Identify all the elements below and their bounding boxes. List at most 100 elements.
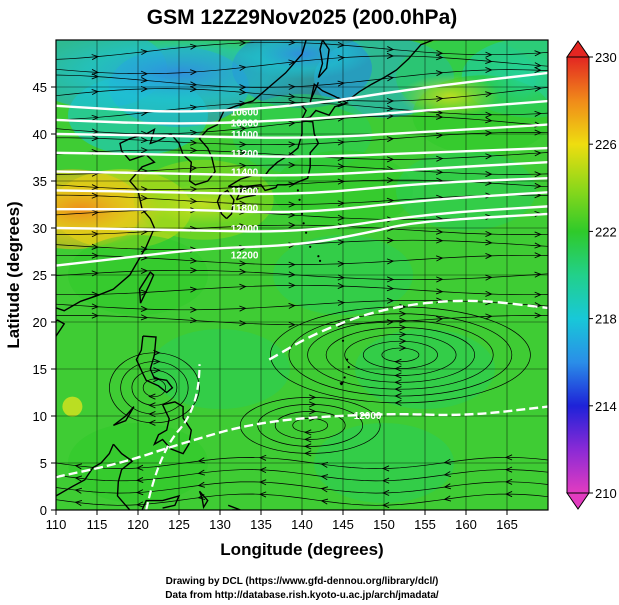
y-tick-label: 10 [33,409,47,424]
y-tick-label: 30 [33,221,47,236]
streamline-arrow [148,411,156,418]
streamline [56,87,548,102]
streamline-arrow [386,297,395,304]
streamline-arrow [304,450,312,457]
colorbar-tick-label: 214 [595,399,617,414]
streamline-arrow [485,230,493,238]
streamline-arrow [239,305,247,312]
x-tick-label: 155 [414,517,436,532]
streamline-arrow [239,320,247,327]
streamline-arrow [91,291,100,298]
streamline-arrow [534,62,542,69]
contour-label: 12200 [231,250,259,261]
streamline-arrow [135,489,144,496]
island-dot [343,376,346,379]
streamline-arrow [74,463,83,470]
colorbar-tick-label: 222 [595,224,617,239]
streamline-arrow [153,349,161,356]
coastline [138,271,155,304]
streamline-arrow [399,331,407,338]
streamline-arrow [288,162,296,169]
streamline-arrow [91,89,100,96]
streamline-arrow [386,237,395,244]
streamline-arrow [153,367,161,374]
streamline-arrow [135,501,144,508]
plot-area: 12000 12200 12000 11800 11600 11400 11200 11000… [56,40,548,510]
streamline-arrow [386,197,395,204]
streamline-arrow [288,59,296,66]
streamline-arrow [399,338,407,345]
streamline-arrow [74,475,83,482]
coastline [152,401,193,455]
streamline [56,284,548,296]
y-tick-label: 35 [33,174,47,189]
streamline-arrow [189,286,198,293]
x-tick-label: 110 [46,517,67,532]
x-tick-label: 140 [291,517,313,532]
streamline-arrow [258,467,267,474]
streamline-arrow [91,54,100,61]
streamline-arrow [258,454,267,461]
streamline [56,164,548,175]
streamline-gyre [131,369,178,406]
island-dot [317,255,320,258]
streamline-arrow [239,40,247,47]
streamline-arrow [91,270,100,277]
streamline-arrow [435,70,444,77]
streamline-arrow [337,239,346,246]
x-tick-label: 150 [373,517,395,532]
contour-label: 10800 [231,119,259,130]
streamline-arrow [288,83,296,90]
streamline-arrow [258,491,267,498]
streamline [56,115,548,135]
island-dot [305,231,308,234]
streamline-arrow [197,481,206,488]
streamline-arrow [239,223,247,230]
contour-line [56,146,548,158]
streamline-arrow [485,51,493,58]
streamline-arrow [386,46,395,53]
island-dot [302,222,305,225]
streamline-arrow [381,477,390,484]
colorbar-gradient [566,56,590,494]
streamline-arrow [239,141,247,148]
streamline-arrow [534,67,542,74]
contour-label: 12000 [354,411,382,422]
streamline-arrow [386,285,395,292]
contour-label: 11200 [231,149,259,160]
streamline-arrow [381,465,390,472]
contour-line [56,123,548,139]
streamline-arrow [239,162,247,169]
streamline-arrow [443,458,452,465]
streamline-arrow [534,50,542,57]
streamline-arrow [91,114,100,121]
coastline [112,443,134,510]
streamline-arrow [288,99,296,106]
y-tick-label: 25 [33,268,47,283]
streamline-arrow [239,268,247,275]
streamline-arrow [337,80,346,87]
streamline-arrow [386,105,395,112]
streamline-arrow [140,289,149,296]
streamline-arrow [534,129,542,136]
streamline-arrow [140,147,149,154]
streamline-arrow [337,299,346,306]
streamline [56,41,548,60]
streamline-arrow [443,471,452,478]
streamline [56,132,548,146]
streamline-arrow [534,231,542,238]
streamline-arrow [309,401,317,408]
streamline-arrow [288,222,296,229]
streamline-arrow [394,358,402,365]
streamline-arrow [140,137,149,144]
streamline-arrow [304,436,312,443]
streamline-arrow [534,252,542,259]
height-contours: 12000 12200 12000 11800 11600 11400 11200 11000… [56,71,548,510]
streamline-arrow [386,136,395,143]
coastline [135,335,174,394]
streamline-arrow [394,379,402,386]
contour-line [56,205,548,233]
streamline-arrow [153,376,161,383]
streamline-arrow [485,171,493,178]
